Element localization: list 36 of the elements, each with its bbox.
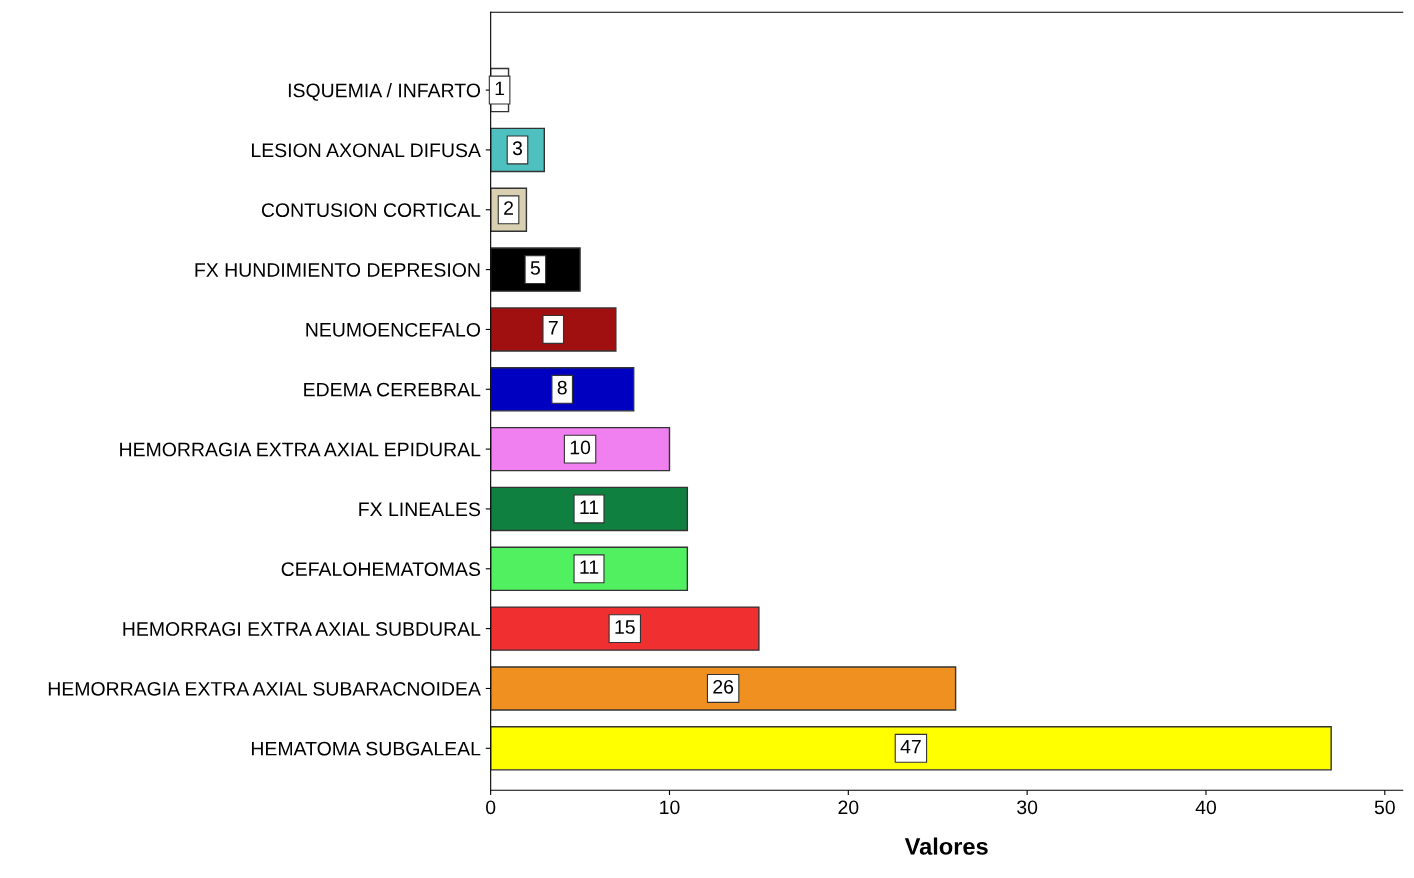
data-label: 2 xyxy=(504,201,513,215)
data-label: 7 xyxy=(548,321,558,335)
x-tick-label: 0 xyxy=(486,800,496,815)
x-axis-title: Valores xyxy=(904,837,988,855)
y-tick-label: HEMORRAGIA EXTRA AXIAL EPIDURAL xyxy=(120,442,481,457)
data-label: 3 xyxy=(512,141,523,156)
y-tick-label: CEFALOHEMATOMAS xyxy=(281,562,481,577)
y-tick-label: HEMORRAGI EXTRA AXIAL SUBDURAL xyxy=(123,622,481,636)
y-tick-label: HEMORRAGIA EXTRA AXIAL SUBARACNOIDEA xyxy=(48,681,481,696)
data-label: 26 xyxy=(713,679,734,694)
data-label: 11 xyxy=(580,560,599,574)
bar xyxy=(490,666,957,711)
y-tick-label: HEMATOMA SUBGALEAL xyxy=(251,741,481,756)
y-tick-label: FX HUNDIMIENTO DEPRESION xyxy=(195,263,480,277)
bar xyxy=(490,367,635,412)
bar xyxy=(490,606,760,651)
y-tick-label: LESION AXONAL DIFUSA xyxy=(252,143,481,158)
data-label: 5 xyxy=(530,261,540,275)
data-label: 8 xyxy=(557,380,567,395)
x-tick-label: 10 xyxy=(660,800,680,815)
data-label: 47 xyxy=(900,739,921,754)
bar xyxy=(490,546,689,592)
data-label: 15 xyxy=(615,620,635,634)
y-tick-label: FX LINEALES xyxy=(359,502,481,517)
bar xyxy=(490,726,1332,771)
y-tick-label: CONTUSION CORTICAL xyxy=(261,203,481,217)
x-tick-label: 30 xyxy=(1017,800,1038,815)
y-tick-label: NEUMOENCEFALO xyxy=(306,322,480,337)
y-tick-label: ISQUEMIA / INFARTO xyxy=(288,83,481,101)
x-tick-label: 20 xyxy=(838,800,859,815)
y-tick-label: EDEMA CEREBRAL xyxy=(304,382,481,397)
data-label: 1 xyxy=(495,81,505,96)
data-label: 10 xyxy=(570,440,591,455)
x-tick-label: 50 xyxy=(1374,800,1395,815)
data-label: 11 xyxy=(580,500,599,514)
x-tick-label: 40 xyxy=(1195,800,1217,815)
